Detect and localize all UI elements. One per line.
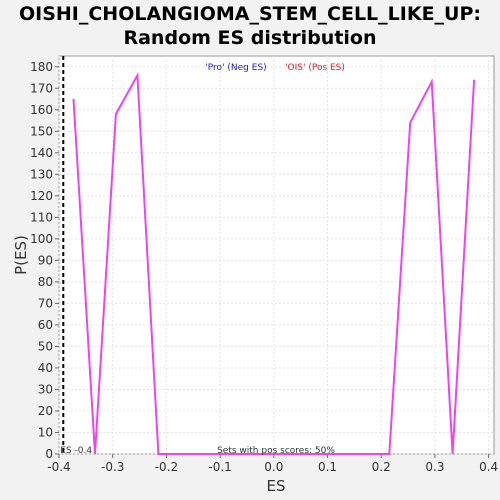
x-tick-label: 0.3 — [425, 460, 444, 474]
grid-lines — [58, 56, 494, 455]
pos-scores-annotation: Sets with pos scores: 50% — [217, 446, 335, 456]
series-line — [72, 71, 476, 455]
plot-area — [58, 55, 495, 455]
y-tick-label: 160 — [30, 103, 53, 117]
x-tick-label: 0.4 — [479, 460, 498, 474]
es-marker-label: ES -0.4 — [60, 446, 92, 456]
x-tick-label: -0.3 — [101, 460, 124, 474]
es-marker: ES -0.4 — [60, 56, 92, 456]
y-tick-label: 140 — [30, 146, 53, 160]
y-tick-label: 90 — [38, 253, 53, 267]
y-tick-label: 120 — [30, 189, 53, 203]
y-tick-label: 40 — [38, 361, 53, 375]
y-tick-label: 150 — [30, 124, 53, 138]
y-tick-label: 10 — [38, 425, 53, 439]
y-tick-label: 170 — [30, 81, 53, 95]
y-tick-label: 110 — [30, 210, 53, 224]
y-axis-ticks: 0 10 20 30 40 50 60 70 80 90 100 110 120 130 140 150 160… — [30, 60, 59, 461]
y-tick-label: 100 — [30, 232, 53, 246]
y-tick-label: 70 — [38, 296, 53, 310]
x-tick-label: -0.4 — [47, 460, 70, 474]
y-tick-label: 130 — [30, 167, 53, 181]
y-tick-label: 180 — [30, 60, 53, 74]
x-tick-label: 0.1 — [318, 460, 337, 474]
legend-entry: 'Pro' (Neg ES) — [205, 63, 266, 73]
y-tick-label: 0 — [45, 447, 53, 461]
legend: 'Pro' (Neg ES) 'OIS' (Pos ES) — [205, 63, 345, 73]
y-tick-label: 60 — [38, 318, 53, 332]
x-tick-label: -0.2 — [155, 460, 178, 474]
y-tick-label: 20 — [38, 404, 53, 418]
x-tick-label: 0.2 — [372, 460, 391, 474]
y-tick-label: 50 — [38, 339, 53, 353]
series-lines — [72, 71, 476, 455]
y-axis-title: P(ES) — [12, 235, 30, 275]
chart-title-line-1: OISHI_CHOLANGIOMA_STEM_CELL_LIKE_UP: — [18, 3, 481, 25]
legend-entry: 'OIS' (Pos ES) — [285, 63, 345, 73]
x-axis-ticks: -0.4 -0.3 -0.2 -0.1 0.0 0.1 0.2 0.3 0.4 — [47, 454, 498, 474]
y-tick-label: 30 — [38, 382, 53, 396]
x-axis-title: ES — [267, 477, 286, 495]
x-tick-label: 0.0 — [264, 460, 283, 474]
chart-title: OISHI_CHOLANGIOMA_STEM_CELL_LIKE_UP: Ran… — [0, 2, 500, 50]
chart-title-line-2: Random ES distribution — [123, 27, 377, 49]
y-tick-label: 80 — [38, 275, 53, 289]
x-tick-label: -0.1 — [208, 460, 231, 474]
